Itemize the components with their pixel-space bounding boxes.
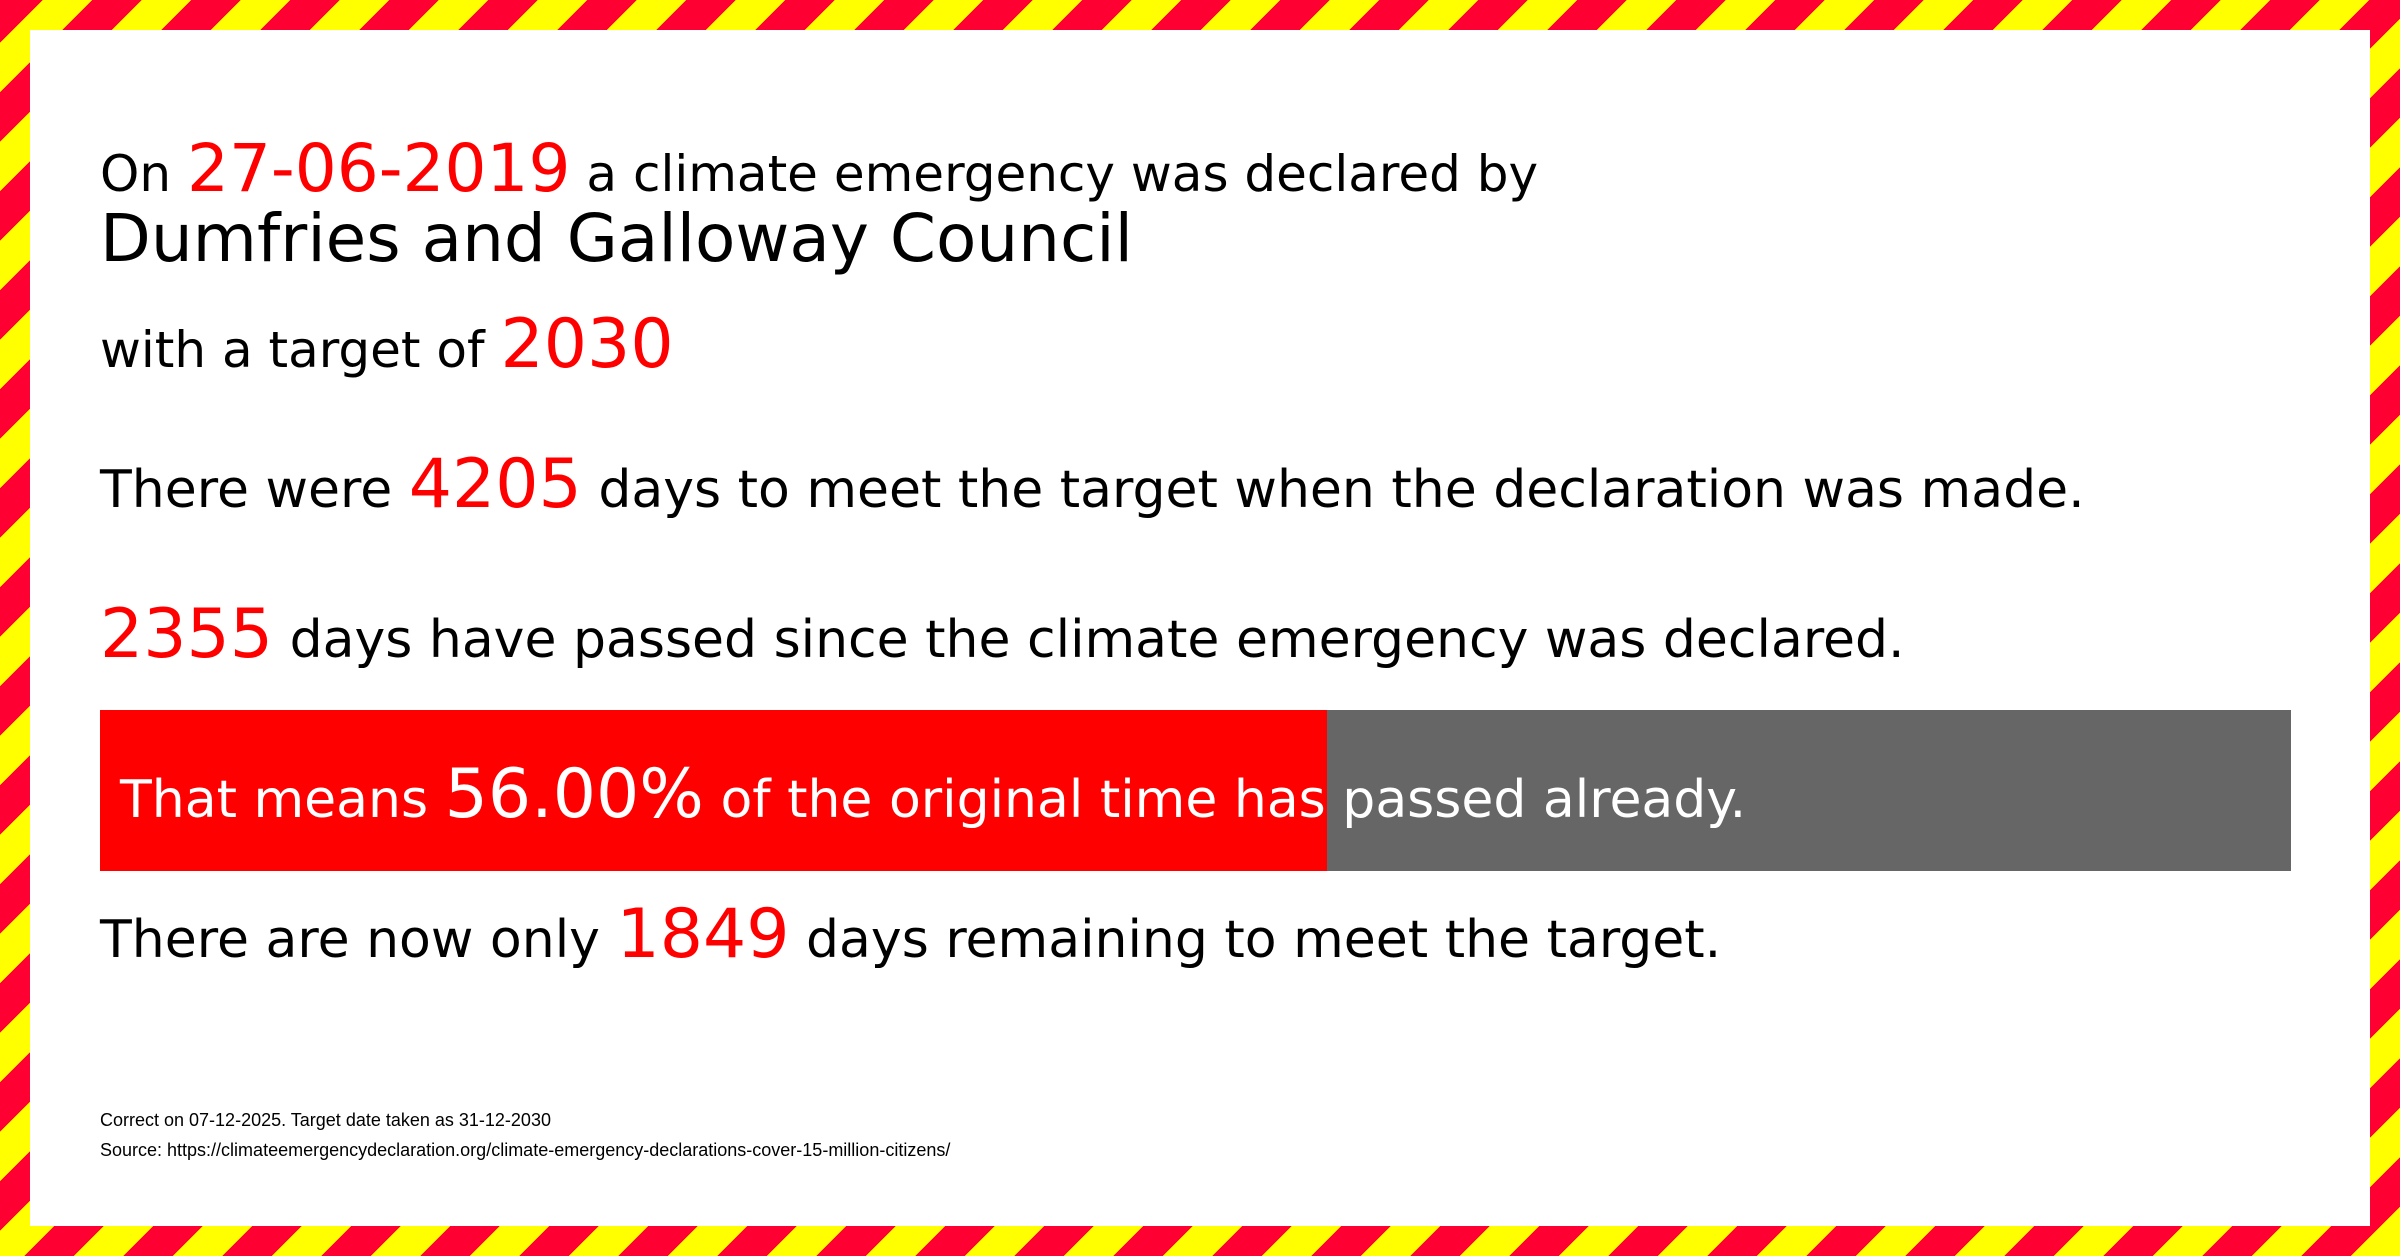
- text: days remaining to meet the target.: [806, 910, 1722, 970]
- council-name: Dumfries and Galloway Council: [100, 200, 1133, 277]
- remaining-days: 1849: [616, 895, 790, 974]
- text: On: [100, 145, 172, 203]
- passed-days-line: 2355 days have passed since the climate …: [100, 595, 1905, 674]
- text: There were: [100, 460, 393, 520]
- text: with a target of: [100, 321, 485, 379]
- text: That means: [120, 770, 429, 830]
- declaration-date-line: On 27-06-2019 a climate emergency was de…: [100, 130, 1538, 207]
- total-days-line: There were 4205 days to meet the target …: [100, 445, 2085, 524]
- text: There are now only: [100, 910, 600, 970]
- total-days: 4205: [408, 445, 582, 524]
- progress-text: That means 56.00% of the original time h…: [120, 755, 1746, 834]
- text: a climate emergency was declared by: [586, 145, 1539, 203]
- text: days to meet the target when the declara…: [598, 460, 2085, 520]
- passed-days: 2355: [100, 595, 274, 674]
- declaration-card: On 27-06-2019 a climate emergency was de…: [30, 30, 2370, 1226]
- correct-on-note: Correct on 07-12-2025. Target date taken…: [100, 1110, 551, 1130]
- target-line: with a target of 2030: [100, 305, 674, 384]
- target-year: 2030: [500, 305, 674, 384]
- progress-percent: 56.00%: [444, 755, 704, 834]
- remaining-days-line: There are now only 1849 days remaining t…: [100, 895, 1721, 974]
- progress-bar: That means 56.00% of the original time h…: [100, 710, 2291, 871]
- progress-fill: [100, 710, 1327, 871]
- declaration-date: 27-06-2019: [186, 130, 571, 207]
- text: of the original time has passed already.: [720, 770, 1747, 830]
- text: days have passed since the climate emerg…: [289, 610, 1905, 670]
- source-note: Source: https://climateemergencydeclarat…: [100, 1140, 951, 1160]
